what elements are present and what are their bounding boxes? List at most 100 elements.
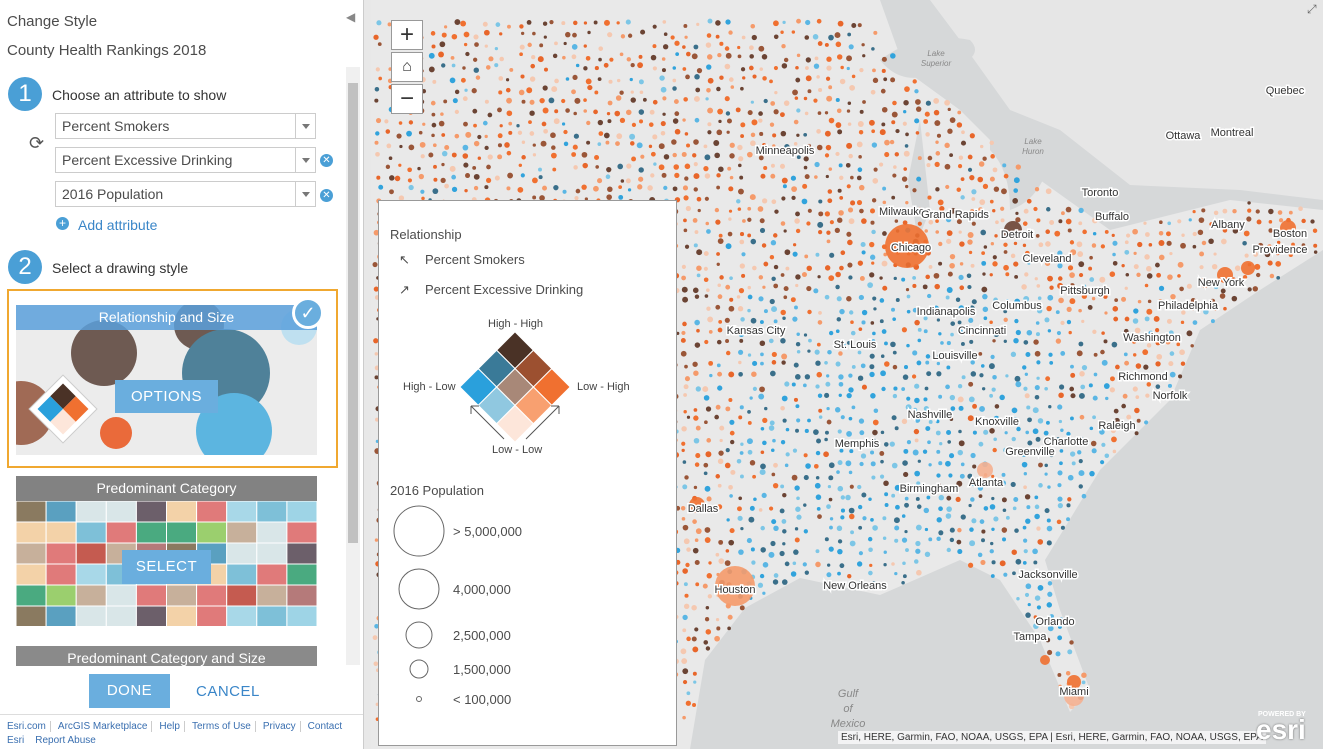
county-dot [772, 579, 779, 585]
county-dot [1013, 261, 1019, 267]
county-dot [1012, 571, 1016, 576]
county-dot [847, 341, 851, 345]
county-dot [658, 143, 665, 150]
county-dot [1078, 392, 1085, 399]
county-dot [561, 21, 566, 26]
zoom-in[interactable]: + [391, 20, 423, 50]
county-dot [552, 167, 557, 172]
county-dot [818, 211, 824, 217]
county-dot [758, 155, 764, 161]
county-dot [928, 219, 934, 225]
footer-link[interactable]: Terms of Use [191, 721, 256, 732]
county-dot [749, 460, 756, 466]
collapse-arrow[interactable]: ◀ [346, 10, 356, 24]
county-dot [485, 65, 491, 70]
county-dot [861, 250, 866, 255]
county-dot [805, 66, 809, 70]
county-dot [807, 309, 812, 315]
county-dot [972, 403, 977, 409]
footer-link[interactable]: ArcGIS Marketplace [57, 721, 153, 732]
county-dot [1124, 249, 1130, 255]
county-dot [846, 431, 852, 437]
footer-link[interactable]: Help [159, 721, 185, 732]
attribute-select[interactable]: 2016 Population [55, 181, 316, 207]
county-dot [652, 99, 658, 105]
home-button[interactable]: ⌂ [391, 52, 423, 82]
county-dot [992, 447, 997, 453]
city-label: Knoxville [975, 416, 1019, 428]
county-dot [770, 240, 777, 246]
remove-attribute[interactable]: ✕ [320, 189, 333, 202]
city-label: Nashville [908, 409, 953, 421]
county-dot [1213, 210, 1219, 216]
county-dot [616, 133, 623, 140]
county-dot [631, 156, 637, 162]
county-dot [922, 449, 928, 454]
county-dot [938, 394, 943, 399]
county-dot [794, 527, 799, 531]
county-dot [969, 352, 975, 359]
attribute-select[interactable]: Percent Excessive Drinking [55, 147, 316, 173]
footer-link[interactable]: Esri.com [7, 721, 51, 732]
county-dot [684, 163, 691, 170]
county-dot [936, 536, 941, 542]
county-dot [881, 386, 886, 392]
county-dot [520, 31, 525, 36]
select-button[interactable]: SELECT [122, 550, 211, 584]
county-dot [1036, 526, 1041, 531]
county-dot [683, 384, 689, 390]
add-attribute[interactable]: Add attribute [78, 217, 158, 233]
splitter[interactable] [363, 0, 371, 749]
options-button[interactable]: OPTIONS [115, 380, 218, 413]
county-dot [891, 462, 898, 469]
county-dot [573, 20, 578, 26]
county-dot [1113, 408, 1119, 414]
style-card[interactable]: Predominant Category SELECT [16, 476, 317, 626]
county-dot [796, 418, 801, 423]
county-dot [692, 519, 697, 524]
expand-icon[interactable]: ⤢ [1307, 2, 1317, 16]
county-dot [746, 438, 753, 445]
county-dot [1014, 375, 1021, 382]
done-button[interactable]: DONE [89, 674, 170, 708]
county-dot [903, 471, 909, 478]
county-dot [1049, 614, 1055, 619]
county-dot [714, 207, 720, 213]
county-dot [717, 458, 724, 465]
county-dot [845, 162, 851, 168]
add-icon[interactable]: + [56, 217, 69, 230]
county-dot [946, 547, 951, 553]
style-card[interactable]: Predominant Category and Size [16, 646, 317, 666]
swap-icon[interactable]: ⟳ [29, 133, 45, 153]
county-dot [926, 495, 931, 500]
thumb-cell [226, 500, 258, 523]
county-dot [430, 100, 436, 106]
county-dot [1190, 298, 1196, 303]
county-dot [693, 187, 698, 192]
attribute-select[interactable]: Percent Smokers [55, 113, 316, 139]
county-dot [989, 320, 993, 325]
footer-link[interactable]: Contact Esri [7, 721, 343, 746]
style-card[interactable]: Relationship and Size OPTIONS [16, 305, 317, 455]
county-dot [824, 211, 830, 217]
county-dot [829, 220, 834, 225]
county-dot [509, 67, 514, 72]
county-dot [1045, 229, 1051, 235]
scrollbar[interactable] [346, 67, 360, 665]
county-dot [1275, 261, 1282, 267]
thumb-cell [196, 584, 228, 607]
remove-attribute[interactable]: ✕ [320, 154, 333, 167]
footer-link[interactable]: Privacy [262, 721, 301, 732]
thumb-cell [75, 584, 107, 607]
county-dot [881, 122, 886, 127]
county-dot [728, 217, 732, 221]
county-dot [725, 406, 731, 412]
county-dot [938, 241, 943, 247]
cancel-button[interactable]: CANCEL [196, 683, 260, 700]
county-dot [529, 76, 536, 82]
footer-link[interactable]: Report Abuse [35, 735, 96, 746]
county-dot [968, 503, 972, 508]
county-dot [705, 97, 709, 101]
county-dot [1024, 393, 1030, 399]
zoom-out[interactable]: − [391, 84, 423, 114]
